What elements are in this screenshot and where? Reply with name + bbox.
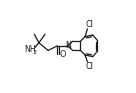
Text: NH: NH	[24, 45, 35, 54]
Text: 2: 2	[32, 50, 36, 55]
Text: N: N	[65, 41, 71, 50]
Text: Cl: Cl	[86, 62, 94, 71]
Text: Cl: Cl	[86, 20, 94, 29]
Text: O: O	[60, 50, 66, 59]
